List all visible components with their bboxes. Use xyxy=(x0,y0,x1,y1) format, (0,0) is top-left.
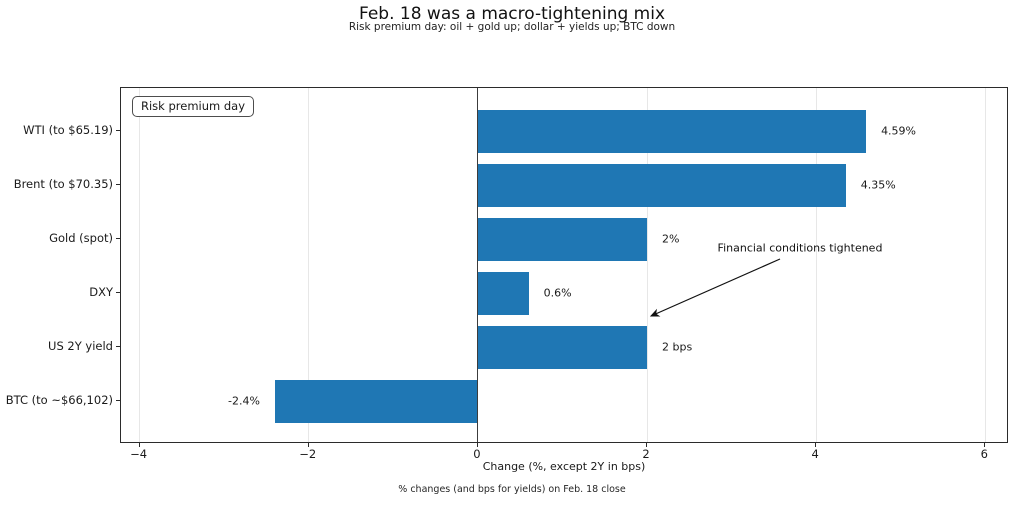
bar-brent-to-70-35 xyxy=(477,163,846,207)
x-tick-mark xyxy=(646,443,648,447)
y-tick-mark xyxy=(116,130,120,131)
bar-btc-to-66-102 xyxy=(274,379,478,423)
y-tick-mark xyxy=(116,238,120,239)
x-tick-label: 6 xyxy=(980,447,988,461)
bar-us-2y-yield xyxy=(477,325,648,369)
bar-wti-to-65-19 xyxy=(477,109,867,153)
plot-area: Risk premium day 4.59% 4.35% 2% 0.6% 2 bps -2… xyxy=(120,87,1008,443)
bar-value-label: -2.4% xyxy=(227,394,260,408)
y-tick-mark xyxy=(116,346,120,347)
x-tick-mark xyxy=(984,443,986,447)
bar-value-label: 0.6% xyxy=(543,286,572,300)
x-tick-mark xyxy=(815,443,817,447)
zero-line xyxy=(477,88,479,442)
x-tick-label: −4 xyxy=(130,447,148,461)
chart-subtitle: Risk premium day: oil + gold up; dollar … xyxy=(348,21,676,33)
gridline-x-4 xyxy=(139,88,141,442)
caption: % changes (and bps for yields) on Feb. 1… xyxy=(398,484,626,495)
y-tick-mark xyxy=(116,400,120,401)
y-tick-label: Brent (to $70.35) xyxy=(13,177,113,191)
bar-value-label: 4.35% xyxy=(860,178,896,192)
x-tick-label: 2 xyxy=(642,447,650,461)
x-tick-label: −2 xyxy=(299,447,317,461)
x-tick-mark xyxy=(307,443,309,447)
bar-value-label: 2 bps xyxy=(662,340,693,354)
y-tick-label: Gold (spot) xyxy=(49,231,113,245)
gridline-x2 xyxy=(646,88,648,442)
annotation-text: Financial conditions tightened xyxy=(717,241,883,255)
gridline-x-2 xyxy=(308,88,310,442)
y-tick-label: WTI (to $65.19) xyxy=(23,123,113,137)
bar-value-label: 4.59% xyxy=(881,124,917,138)
y-tick-mark xyxy=(116,292,120,293)
bar-value-label: 2% xyxy=(662,232,680,246)
chart-title: Feb. 18 was a macro-tightening mix xyxy=(358,4,666,24)
legend: Risk premium day xyxy=(132,96,255,117)
y-tick-label: DXY xyxy=(89,285,113,299)
x-tick-mark xyxy=(138,443,140,447)
y-tick-label: BTC (to ~$66,102) xyxy=(5,393,113,407)
bar-dxy xyxy=(477,271,529,315)
x-axis-label: Change (%, except 2Y in bps) xyxy=(482,460,646,473)
y-tick-label: US 2Y yield xyxy=(48,339,113,353)
y-tick-mark xyxy=(116,184,120,185)
gridline-x6 xyxy=(984,88,986,442)
bar-gold-spot xyxy=(477,217,648,261)
gridline-x4 xyxy=(815,88,817,442)
x-tick-label: 0 xyxy=(473,447,481,461)
x-tick-label: 4 xyxy=(811,447,819,461)
x-tick-mark xyxy=(476,443,478,447)
legend-label: Risk premium day xyxy=(141,99,246,113)
